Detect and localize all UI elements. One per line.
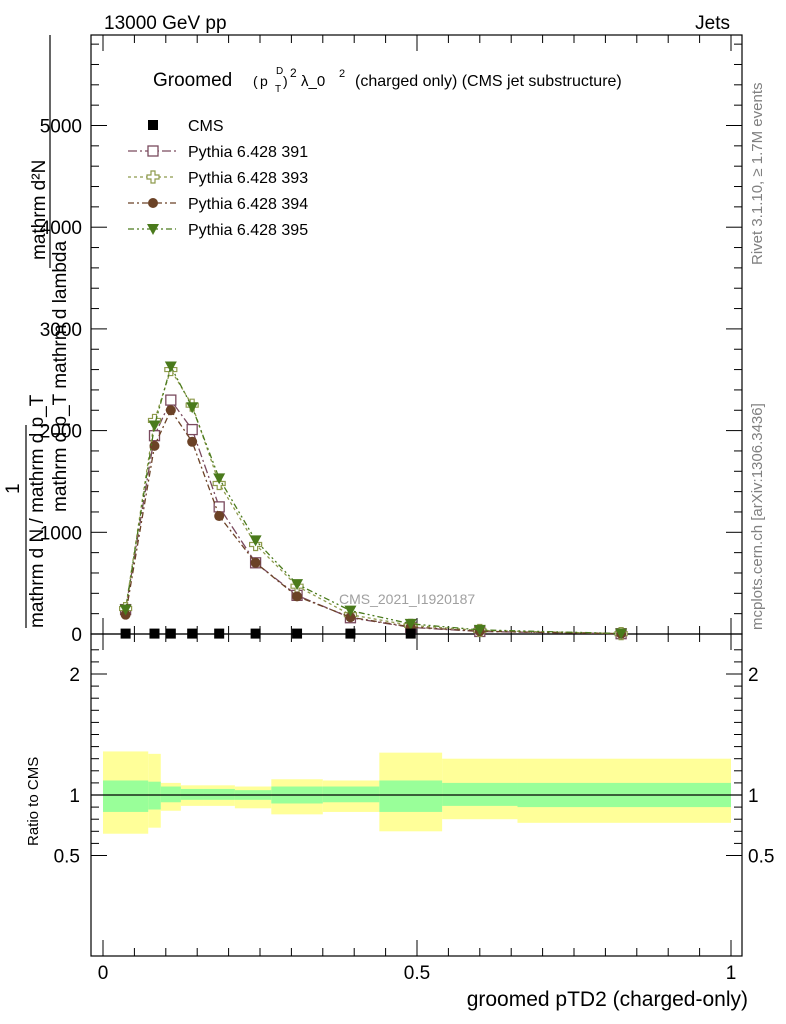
legend-label-pythia-6-428-393: Pythia 6.428 393: [188, 170, 308, 187]
series-line-pythia-6-428-394: [124, 408, 622, 635]
ratio-y-tick-label-right: 0.5: [748, 847, 774, 868]
series-point-cms: [149, 628, 160, 639]
series-point-pythia-6-428-395: [344, 605, 357, 617]
x-tick-label: 0: [98, 963, 109, 984]
legend-marker-pythia-6-428-393: [146, 170, 160, 184]
series-point-pythia-6-428-395: [404, 618, 417, 630]
ylabel-ratio: Ratio to CMS: [25, 757, 42, 846]
series-point-cms: [405, 628, 416, 639]
main-y-tick-label: 0: [71, 625, 82, 646]
plot-title: Groomed ( p D T ) 2 λ_0 2 (charged only)…: [153, 66, 622, 95]
main-y-tick-label: 2000: [40, 422, 82, 443]
legend-label-pythia-6-428-394: Pythia 6.428 394: [188, 196, 308, 213]
main-series: [119, 361, 628, 641]
series-point-pythia-6-428-391: [186, 423, 198, 436]
series-point-cms: [214, 628, 225, 639]
plot-title-sup-d: D: [276, 66, 283, 77]
main-y-tick-label: 1000: [40, 523, 82, 544]
ratio-y-tick-label-left: 0.5: [54, 847, 80, 868]
series-point-pythia-6-428-395: [473, 624, 486, 636]
rivet-label: Rivet 3.1.10, ≥ 1.7M events: [749, 83, 766, 266]
series-point-pythia-6-428-394: [345, 612, 356, 623]
ratio-y-tick-label-left: 1: [69, 786, 80, 807]
series-point-pythia-6-428-395: [615, 628, 628, 640]
ratio-band-inner-bin: [442, 782, 518, 806]
ratio-band-inner-bin: [322, 786, 380, 803]
series-point-pythia-6-428-394: [165, 405, 176, 416]
series-point-pythia-6-428-394: [250, 557, 261, 568]
legend-label-pythia-6-428-395: Pythia 6.428 395: [188, 222, 308, 239]
legend-label-cms: CMS: [188, 118, 224, 135]
ratio-band-inner-bin: [148, 781, 161, 810]
series-point-pythia-6-428-394: [187, 436, 198, 447]
series-point-pythia-6-428-395: [249, 535, 262, 547]
series-point-cms: [165, 628, 176, 639]
ylabel-main: mathrm d²N mathrm d p_T mathrm d lambda …: [3, 35, 71, 628]
legend-label-pythia-6-428-391: Pythia 6.428 391: [188, 144, 308, 161]
legend-marker-pythia-6-428-391: [147, 145, 159, 157]
main-y-tick-label: 3000: [40, 320, 82, 341]
ratio-y-tick-label-right: 2: [748, 665, 759, 686]
plot-title-paren-close: ): [283, 73, 288, 89]
plot-title-p: p: [260, 73, 268, 89]
series-point-cms: [120, 628, 131, 639]
series-line-pythia-6-428-391: [124, 398, 622, 635]
analysis-watermark: CMS_2021_I1920187: [339, 591, 475, 607]
legend-marker-pythia-6-428-395: [147, 224, 159, 235]
ylabel-denominator: mathrm d p_T mathrm d lambda: [50, 241, 71, 512]
series-point-cms: [345, 628, 356, 639]
x-tick-label: 0.5: [404, 963, 430, 984]
ratio-axis-ticks: 0.5 0.5 1 1 2 2 0 0.5 1: [54, 634, 774, 984]
ratio-band-inner-bin: [180, 788, 204, 800]
ratio-band-inner-bin: [379, 780, 443, 812]
series-point-pythia-6-428-394: [292, 591, 303, 602]
ylabel-factor-numerator: 1: [3, 483, 24, 494]
series-point-pythia-6-428-394: [214, 511, 225, 522]
series-point-cms: [292, 628, 303, 639]
ratio-band-inner-bin: [203, 788, 235, 800]
plot-title-lambda: λ_0: [301, 73, 325, 90]
header-right: Jets: [695, 13, 730, 34]
series-point-pythia-6-428-395: [213, 473, 226, 485]
series-point-pythia-6-428-395: [148, 420, 161, 432]
plot-title-sub-t: T: [275, 84, 281, 95]
plot-title-rest: (charged only) (CMS jet substructure): [355, 73, 622, 90]
plot-title-paren-open: (: [253, 73, 258, 89]
series-point-pythia-6-428-395: [291, 579, 304, 591]
ratio-band-inner-bin: [103, 780, 149, 812]
ratio-y-tick-label-right: 1: [748, 786, 759, 807]
series-point-pythia-6-428-394: [149, 440, 160, 451]
ratio-bands: [91, 751, 742, 834]
x-tick-label: 1: [726, 963, 737, 984]
plot-title-lead: Groomed: [153, 70, 232, 91]
mcplots-label: mcplots.cern.ch [arXiv:1306.3436]: [749, 403, 766, 630]
header-left: 13000 GeV pp: [104, 13, 227, 34]
series-point-cms: [187, 628, 198, 639]
ylabel-factor-denominator: mathrm d N / mathrm d p_T: [27, 394, 48, 628]
series-point-cms: [250, 628, 261, 639]
legend-marker-pythia-6-428-394: [148, 198, 158, 208]
series-point-pythia-6-428-395: [186, 402, 199, 414]
xlabel: groomed pTD2 (charged-only): [467, 988, 748, 1011]
ratio-band-inner-bin: [160, 786, 181, 803]
plot-title-sup-2: 2: [290, 66, 297, 80]
legend-marker-cms: [148, 120, 158, 130]
ratio-y-tick-label-left: 2: [69, 665, 80, 686]
legend: CMS Pythia 6.428 391 Pythia 6.428 393 Pythi…: [128, 118, 308, 239]
ylabel-numerator: mathrm d²N: [29, 160, 50, 260]
main-y-tick-label: 5000: [40, 117, 82, 138]
series-point-pythia-6-428-395: [164, 361, 177, 373]
plot-title-lambda-sup: 2: [339, 68, 345, 80]
series-point-pythia-6-428-391: [165, 394, 177, 406]
series-point-pythia-6-428-395: [119, 604, 132, 616]
